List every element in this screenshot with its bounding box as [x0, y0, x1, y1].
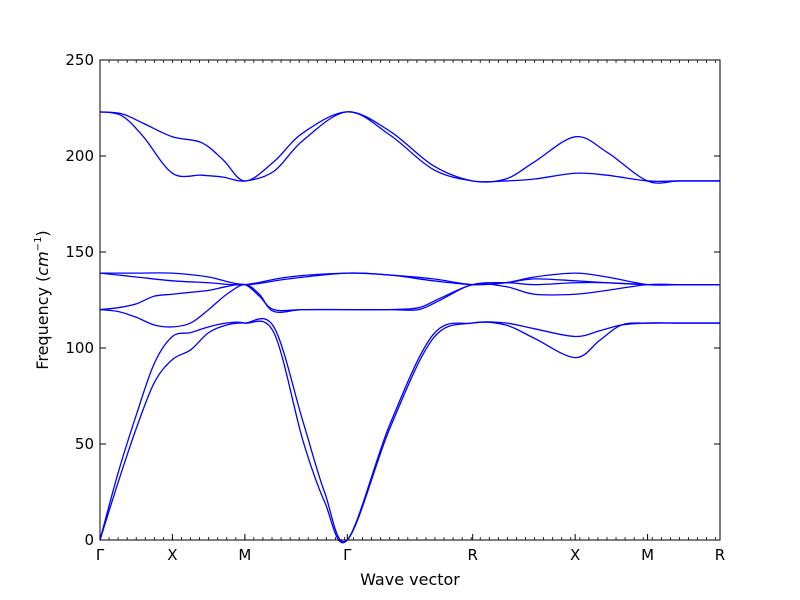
phonon-band-7 — [99, 111, 721, 183]
y-tick-label: 150 — [65, 243, 94, 261]
y-axis-label-exponent: −1 — [33, 237, 44, 252]
phonon-band-5 — [99, 272, 721, 286]
y-tick-label: 100 — [65, 339, 94, 357]
x-axis-label: Wave vector — [360, 570, 460, 589]
series-layer — [99, 111, 721, 544]
phonon-band-4 — [99, 281, 721, 312]
phonon-band-8 — [99, 111, 721, 184]
y-tick-label: 50 — [75, 435, 94, 453]
y-axis-label-suffix: ) — [33, 230, 52, 236]
y-ticks: 0 50 100 150 200 250 — [65, 51, 720, 549]
y-tick-label: 250 — [65, 51, 94, 69]
x-tick-label: Γ — [96, 546, 105, 564]
phonon-band-2 — [99, 320, 720, 544]
x-tick-label: R — [715, 546, 725, 564]
phonon-band-1 — [99, 317, 720, 543]
x-tick-label: X — [167, 546, 177, 564]
x-tick-label: X — [570, 546, 580, 564]
y-axis-label-unit: cm — [33, 251, 52, 275]
plot-frame — [99, 59, 721, 541]
x-tick-label: R — [468, 546, 478, 564]
phonon-band-6 — [99, 272, 721, 286]
y-tick-label: 0 — [84, 531, 94, 549]
phonon-band-3 — [99, 283, 721, 328]
y-axis-label: Frequency (cm−1) — [33, 230, 52, 369]
y-tick-label: 200 — [65, 147, 94, 165]
x-tick-label: M — [641, 546, 654, 564]
x-tick-label: Γ — [343, 546, 352, 564]
y-axis-label-prefix: Frequency ( — [33, 276, 52, 370]
x-tick-label: M — [238, 546, 251, 564]
